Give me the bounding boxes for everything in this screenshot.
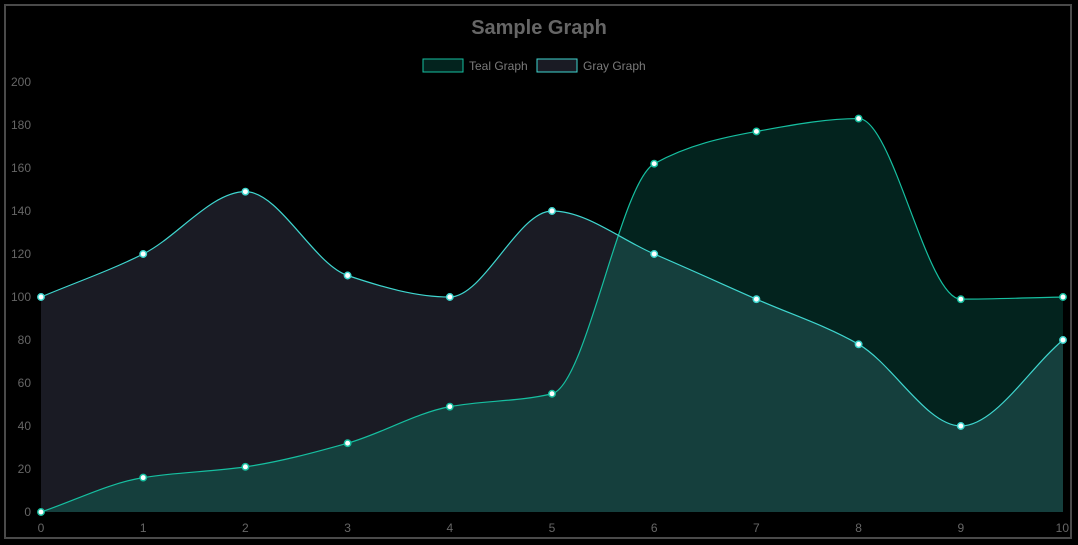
y-tick-label: 60 (18, 376, 32, 390)
chart-frame (4, 4, 1072, 539)
series-1-point-10 (1059, 336, 1067, 344)
x-tick-label: 0 (38, 521, 45, 535)
series-1-point-1 (139, 250, 148, 258)
series-1-point-7 (752, 295, 761, 304)
series-0-line (40, 117, 1064, 513)
series-0-point-7 (752, 127, 761, 136)
x-tick-label: 6 (651, 521, 658, 535)
series-0-point-1 (139, 473, 148, 482)
x-tick-label: 2 (242, 521, 249, 535)
legend-label-0: Teal Graph (469, 59, 528, 73)
y-tick-label: 80 (18, 333, 32, 347)
series-1-point-9 (956, 422, 965, 430)
legend-swatch-0 (422, 58, 464, 73)
y-tick-label: 40 (18, 419, 32, 433)
y-tick-label: 180 (11, 118, 31, 132)
x-tick-label: 4 (446, 521, 453, 535)
x-tick-label: 8 (855, 521, 862, 535)
series-0-point-2 (241, 462, 250, 471)
series-1-point-3 (343, 271, 352, 280)
series-1-point-0 (37, 293, 45, 301)
legend: Teal Graph Gray Graph (422, 58, 646, 73)
x-tick-label: 3 (344, 521, 351, 535)
series-0-point-6 (650, 159, 659, 168)
x-tick-label: 9 (957, 521, 964, 535)
series-0-point-4 (445, 402, 454, 411)
x-tick-label: 1 (140, 521, 147, 535)
legend-label-1: Gray Graph (583, 59, 646, 73)
legend-swatch-1 (536, 58, 578, 73)
y-tick-label: 20 (18, 462, 32, 476)
y-axis: 0 20 40 60 80 100 120 140 160 180 200 (11, 75, 31, 519)
series-1-point-2 (241, 187, 250, 196)
y-tick-label: 0 (24, 505, 31, 519)
plot-area (37, 114, 1067, 516)
y-tick-label: 160 (11, 161, 31, 175)
chart-title: Sample Graph (471, 17, 607, 39)
y-tick-label: 200 (11, 75, 31, 89)
x-tick-label: 5 (549, 521, 556, 535)
series-1-point-4 (445, 293, 454, 301)
x-axis: 0 1 2 3 4 5 6 7 8 9 10 (38, 521, 1070, 535)
series-1-point-8 (854, 340, 863, 349)
series-0-point-10 (1059, 293, 1067, 301)
series-0-point-0 (37, 508, 45, 516)
series-1-point-5 (548, 207, 556, 215)
y-tick-label: 120 (11, 247, 31, 261)
series-1-point-6 (650, 250, 659, 258)
y-tick-label: 140 (11, 204, 31, 218)
series-0-point-5 (548, 389, 556, 398)
x-tick-label: 10 (1056, 521, 1070, 535)
series-0-point-8 (854, 114, 863, 123)
y-tick-label: 100 (11, 290, 31, 304)
series-0-point-3 (343, 439, 352, 448)
series-0-point-9 (956, 295, 965, 304)
x-tick-label: 7 (753, 521, 760, 535)
